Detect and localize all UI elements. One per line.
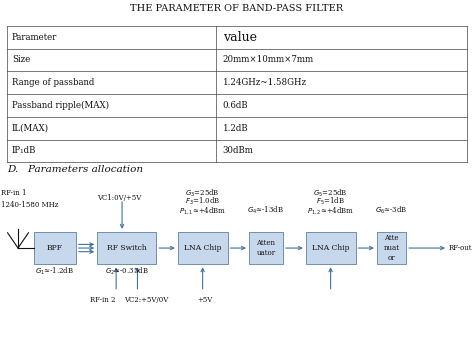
Text: 0.6dB: 0.6dB: [223, 101, 248, 110]
Text: $G_4$≈-13dB: $G_4$≈-13dB: [247, 205, 284, 216]
FancyBboxPatch shape: [97, 232, 156, 264]
Text: RF Switch: RF Switch: [107, 244, 146, 252]
FancyBboxPatch shape: [178, 232, 228, 264]
Text: Range of passband: Range of passband: [12, 78, 94, 87]
Text: Parameter: Parameter: [12, 33, 57, 42]
Text: VC1:0V/+5V: VC1:0V/+5V: [98, 193, 142, 201]
Text: $G_3$=25dB: $G_3$=25dB: [185, 187, 220, 199]
Text: D.   Parameters allocation: D. Parameters allocation: [7, 165, 143, 174]
Text: 1.24GHz~1.58GHz: 1.24GHz~1.58GHz: [223, 78, 307, 87]
Text: LNA Chip: LNA Chip: [184, 244, 221, 252]
Text: Atte
nuat
or: Atte nuat or: [383, 234, 400, 262]
Text: $G_6$≈-3dB: $G_6$≈-3dB: [375, 205, 408, 216]
Text: $G_2$≈-0.35dB: $G_2$≈-0.35dB: [105, 266, 149, 277]
Text: LNA Chip: LNA Chip: [312, 244, 349, 252]
FancyBboxPatch shape: [377, 232, 406, 264]
Text: $P_{1,2}$≈+4dBm: $P_{1,2}$≈+4dBm: [307, 205, 355, 216]
Text: $F_3$=1.0dB: $F_3$=1.0dB: [185, 196, 220, 207]
Text: 30dBm: 30dBm: [223, 147, 254, 156]
Text: $F_5$=1dB: $F_5$=1dB: [316, 196, 345, 207]
Text: IP₁dB: IP₁dB: [12, 147, 36, 156]
Text: RF-out: RF-out: [449, 244, 473, 252]
Text: 1.2dB: 1.2dB: [223, 124, 248, 133]
Text: IL(MAX): IL(MAX): [12, 124, 49, 133]
Text: BPF: BPF: [47, 244, 63, 252]
Text: +5V: +5V: [197, 296, 212, 304]
Text: $G_1$≈-1.2dB: $G_1$≈-1.2dB: [36, 266, 74, 277]
Text: VC2:+5V/0V: VC2:+5V/0V: [124, 296, 168, 304]
Text: Passband ripple(MAX): Passband ripple(MAX): [12, 101, 109, 110]
FancyBboxPatch shape: [34, 232, 76, 264]
Text: RF-in 1: RF-in 1: [1, 189, 27, 197]
Text: $G_5$=25dB: $G_5$=25dB: [313, 187, 348, 199]
Text: Size: Size: [12, 55, 30, 64]
Text: $P_{1,1}$≈+4dBm: $P_{1,1}$≈+4dBm: [179, 205, 227, 216]
FancyBboxPatch shape: [249, 232, 283, 264]
Text: 20mm×10mm×7mm: 20mm×10mm×7mm: [223, 55, 314, 64]
Text: 1240-1580 MHz: 1240-1580 MHz: [1, 201, 59, 209]
Text: THE PARAMETER OF BAND-PASS FILTER: THE PARAMETER OF BAND-PASS FILTER: [130, 4, 344, 13]
Text: value: value: [223, 31, 257, 44]
Text: RF-in 2: RF-in 2: [90, 296, 116, 304]
FancyBboxPatch shape: [306, 232, 356, 264]
Text: Atten
uator: Atten uator: [256, 239, 275, 257]
